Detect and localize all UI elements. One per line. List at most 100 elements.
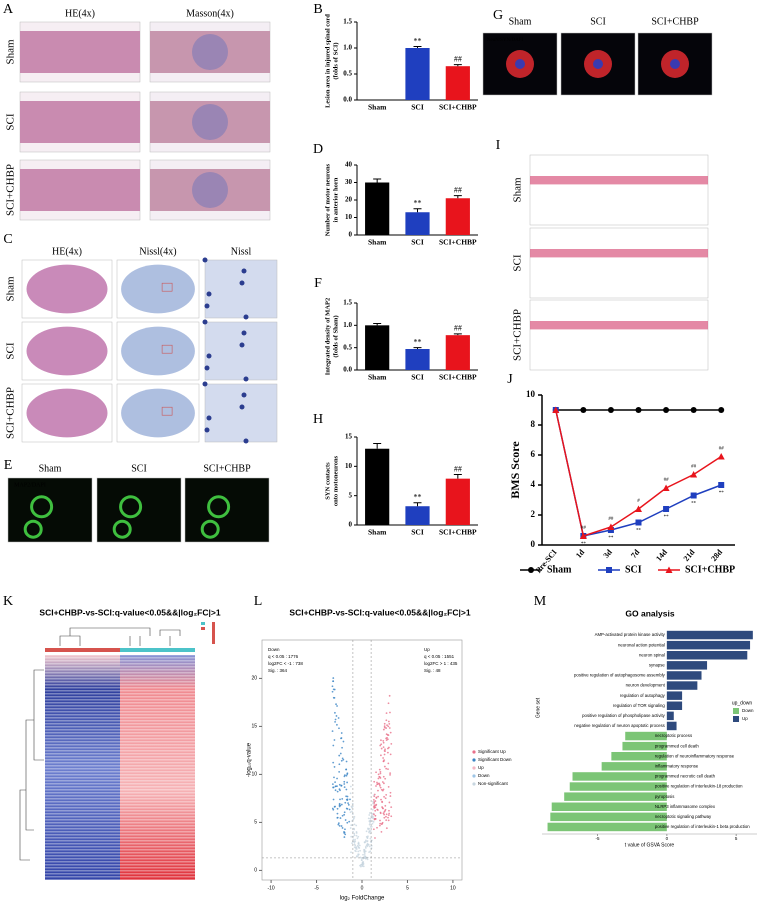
bar bbox=[666, 701, 683, 710]
point-cloud-dot bbox=[347, 802, 349, 804]
point-cloud-dot bbox=[343, 813, 346, 816]
point-cloud-dot bbox=[364, 857, 367, 860]
category-label: necroptotic process bbox=[655, 733, 692, 738]
cell bbox=[206, 353, 212, 359]
point-cloud-dot bbox=[382, 807, 384, 810]
point-cloud-dot bbox=[382, 741, 385, 744]
tissue bbox=[26, 326, 108, 376]
bar bbox=[666, 640, 751, 650]
point-cloud-dot bbox=[388, 727, 391, 729]
point-cloud-dot bbox=[352, 838, 355, 841]
point-cloud-dot bbox=[346, 795, 349, 798]
category-label: positive regulation of interleukin-18 pr… bbox=[655, 784, 743, 789]
bar bbox=[666, 691, 683, 700]
cell bbox=[202, 257, 208, 263]
point-cloud-dot bbox=[367, 828, 370, 831]
micrograph bbox=[202, 319, 278, 382]
stain-label: NeuN/SYN/DAPI bbox=[487, 38, 524, 43]
point-cloud-dot bbox=[380, 739, 382, 742]
row-label: SCI+CHBP bbox=[5, 387, 17, 439]
nucleus bbox=[670, 59, 680, 69]
point-cloud-dot bbox=[345, 795, 348, 798]
point-cloud-dot bbox=[349, 811, 352, 814]
point-cloud-dot bbox=[379, 811, 382, 814]
point-cloud-dot bbox=[385, 793, 388, 796]
point-cloud-dot bbox=[349, 792, 352, 795]
significance: ## bbox=[608, 517, 614, 522]
marker bbox=[718, 482, 725, 488]
chart-title: SCI+CHBP-vs-SCI:q-value<0.05&&|log₂FC|>1 bbox=[39, 607, 220, 617]
point-cloud-dot bbox=[359, 864, 361, 867]
point-cloud-dot bbox=[383, 765, 386, 768]
point-cloud-dot bbox=[373, 813, 375, 816]
significance: ** bbox=[636, 529, 642, 534]
point-cloud-dot bbox=[362, 853, 364, 856]
y-tick-label: 1.5 bbox=[343, 299, 352, 307]
point-cloud-dot bbox=[351, 802, 354, 805]
point-cloud-dot bbox=[382, 746, 385, 749]
point-cloud-dot bbox=[383, 725, 386, 728]
point-cloud-dot bbox=[338, 804, 341, 806]
point-cloud-dot bbox=[381, 821, 384, 824]
micrograph bbox=[116, 259, 200, 319]
point-cloud-dot bbox=[379, 772, 382, 775]
point-cloud-dot bbox=[345, 760, 348, 763]
annotation: Down bbox=[268, 647, 280, 652]
point-cloud-dot bbox=[340, 825, 343, 827]
point-cloud-dot bbox=[349, 785, 352, 788]
point-cloud-dot bbox=[334, 805, 336, 808]
panel-letter: C bbox=[3, 232, 12, 247]
point-cloud-dot bbox=[350, 824, 353, 827]
point-cloud-dot bbox=[380, 823, 383, 826]
point-cloud-dot bbox=[368, 823, 371, 826]
x-axis-label: t value of GSVA Score bbox=[625, 842, 675, 848]
point-cloud-dot bbox=[363, 854, 366, 856]
point-cloud-dot bbox=[370, 814, 373, 817]
marker bbox=[717, 453, 725, 460]
point-cloud-dot bbox=[332, 761, 335, 764]
point-cloud-dot bbox=[375, 796, 378, 799]
legend-label: Sham bbox=[547, 564, 572, 575]
point-cloud-dot bbox=[375, 785, 377, 787]
bar bbox=[445, 66, 470, 100]
error-bar bbox=[413, 502, 422, 507]
panel-letter: E bbox=[4, 458, 13, 473]
micrograph bbox=[116, 321, 200, 381]
point-cloud-dot bbox=[384, 777, 387, 780]
row-label: SCI+CHBP bbox=[512, 309, 524, 361]
significance: ** bbox=[581, 542, 587, 547]
x-tick-label: SCI+CHBP bbox=[439, 373, 477, 382]
category-label: necroptotic signaling pathway bbox=[655, 814, 712, 819]
point-cloud-dot bbox=[339, 817, 342, 819]
point-cloud-dot bbox=[335, 715, 338, 717]
significance: ** bbox=[414, 337, 422, 346]
point-cloud-dot bbox=[390, 806, 393, 809]
point-cloud-dot bbox=[373, 802, 376, 804]
point-cloud-dot bbox=[333, 696, 336, 699]
legend-swatch bbox=[201, 627, 205, 630]
cell bbox=[241, 268, 247, 274]
point-cloud-dot bbox=[344, 801, 347, 804]
point-cloud-dot bbox=[336, 785, 338, 788]
point-cloud-dot bbox=[384, 809, 386, 812]
y-tick-label: 15 bbox=[251, 724, 257, 730]
roi-box bbox=[161, 282, 173, 292]
point-cloud-dot bbox=[380, 788, 383, 791]
point-cloud-dot bbox=[388, 809, 390, 812]
bar bbox=[611, 752, 667, 761]
significance: ** bbox=[414, 199, 422, 208]
cell bbox=[239, 404, 245, 410]
point-cloud-dot bbox=[343, 811, 346, 814]
row-label: SCI bbox=[5, 113, 17, 130]
point-cloud-dot bbox=[364, 845, 367, 848]
error-bar bbox=[413, 208, 422, 213]
point-cloud-dot bbox=[383, 722, 386, 725]
point-cloud-dot bbox=[369, 817, 372, 820]
significance: ## bbox=[454, 324, 462, 333]
bar bbox=[666, 681, 698, 690]
point-cloud-dot bbox=[348, 808, 351, 811]
legend-swatch bbox=[472, 774, 476, 778]
point-cloud-dot bbox=[365, 830, 368, 833]
point-cloud-dot bbox=[378, 784, 381, 787]
point-cloud-dot bbox=[353, 834, 356, 837]
